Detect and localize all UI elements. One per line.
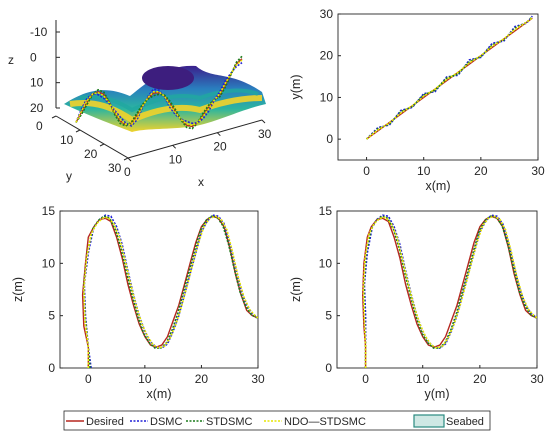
y-tick-label: 0 [48, 361, 55, 375]
x-tick-label: 10 [416, 372, 430, 386]
legend-swatch-seabed [413, 414, 445, 428]
x-axis-label: x(m) [147, 387, 172, 401]
x-tick-label: 10 [417, 164, 431, 178]
x-tick-label: 0 [363, 164, 370, 178]
axes-3d [55, 20, 263, 159]
x-tick-3d [172, 144, 177, 149]
y-axis-label: y(m) [289, 75, 303, 100]
y-tick-label: 10 [320, 90, 334, 104]
y-tick-label-3d: 0 [36, 119, 43, 133]
x-tick-label-3d: 10 [169, 152, 183, 166]
legend-label-stdsmc: STDSMC [206, 416, 253, 428]
y-tick-3d [99, 143, 105, 147]
y-tick-3d [75, 129, 81, 133]
panel-xy: 0 10 20 30 0 10 20 30 x(m) y(m) [289, 7, 545, 193]
x-tick-label: 30 [530, 372, 544, 386]
y-tick-label-3d: 30 [108, 161, 122, 175]
y-tick-3d [51, 115, 57, 119]
x-tick-label: 20 [195, 372, 209, 386]
series-line-ndo [82, 215, 258, 368]
series-line-ndo [362, 215, 537, 368]
series-line-stdsmc [363, 215, 537, 368]
trajectory-3d-dsmc [75, 61, 243, 127]
x-tick-label: 30 [531, 164, 545, 178]
y-tick-label: 5 [325, 309, 332, 323]
series-group [81, 214, 258, 368]
x-tick-3d [261, 119, 266, 124]
y-tick-label: 15 [42, 204, 56, 218]
trajectory-3d-ndo [75, 59, 243, 127]
y-tick-label: 15 [319, 204, 333, 218]
seabed-trough [142, 66, 194, 90]
panel-xz: 0 10 20 30 0 5 10 15 x(m) z(m) [11, 204, 265, 401]
x-tick-label-3d: 20 [213, 140, 227, 154]
x-tick-label: 0 [362, 372, 369, 386]
x-axis-label: y(m) [425, 387, 450, 401]
legend: Desired DSMC STDSMC NDO—STDSMC Seabed [63, 410, 491, 431]
series-group [361, 214, 537, 368]
trajectory-3d [75, 55, 243, 130]
xlabel-3d: x [198, 175, 204, 189]
legend-label-dsmc: DSMC [150, 416, 182, 428]
y-tick-label: 30 [320, 7, 334, 21]
y-tick-label: 20 [320, 49, 334, 63]
y-axis-label: z(m) [11, 277, 25, 302]
series-line-ndo [366, 17, 533, 140]
x-tick-3d [127, 157, 132, 162]
x-tick-label: 30 [251, 372, 265, 386]
y-tick-label: 0 [326, 132, 333, 146]
z-tick-label-3d: 0 [30, 50, 37, 64]
x-tick-3d [216, 132, 221, 137]
y-tick-3d [123, 157, 129, 161]
series-group [366, 15, 533, 140]
y-tick-label: 5 [48, 309, 55, 323]
legend-box [63, 410, 491, 431]
zlabel-3d: z [8, 53, 14, 67]
x-tick-label-3d: 0 [124, 165, 131, 179]
y-tick-label: 10 [319, 256, 333, 270]
z-tick-label-3d: 10 [30, 76, 44, 90]
x-tick-label: 20 [473, 372, 487, 386]
x-tick-label: 20 [474, 164, 488, 178]
x-tick-label: 0 [85, 372, 92, 386]
legend-label-desired: Desired [86, 416, 124, 428]
legend-label-seabed: Seabed [446, 416, 484, 428]
y-tick-label: 10 [42, 256, 56, 270]
y-tick-label: 0 [325, 361, 332, 375]
axes-box [59, 210, 259, 369]
x-tick-label: 10 [138, 372, 152, 386]
ylabel-3d: y [66, 169, 72, 183]
seabed-crest-band [69, 95, 263, 124]
z-tick-label-3d: 20 [30, 101, 44, 115]
x-axis-label: x(m) [426, 179, 451, 193]
panel-yz: 0 10 20 30 0 5 10 15 y(m) z(m) [289, 204, 544, 401]
x-tick-label-3d: 30 [258, 127, 272, 141]
y-tick-label-3d: 20 [84, 147, 98, 161]
y-axis-label: z(m) [289, 277, 303, 302]
axes-box [336, 210, 538, 369]
legend-label-ndo: NDO—STDSMC [284, 416, 366, 428]
y-tick-label-3d: 10 [60, 133, 74, 147]
z-tick-label-3d: -10 [30, 25, 48, 39]
